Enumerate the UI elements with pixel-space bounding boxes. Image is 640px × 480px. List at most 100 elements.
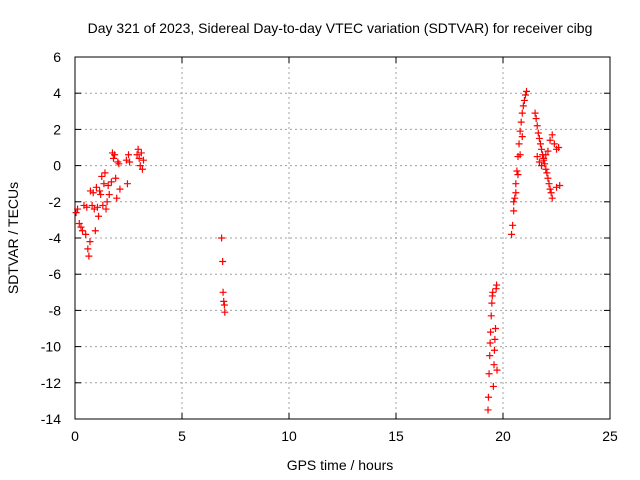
data-point	[98, 172, 106, 180]
data-point	[138, 165, 146, 173]
data-point	[86, 238, 94, 246]
chart-title: Day 321 of 2023, Sidereal Day-to-day VTE…	[88, 20, 593, 36]
data-point	[533, 122, 541, 130]
data-point	[114, 158, 122, 166]
data-point	[544, 174, 552, 182]
data-point	[545, 180, 553, 188]
data-point	[92, 183, 100, 191]
data-point	[535, 134, 543, 142]
y-tick-label: -8	[49, 302, 62, 318]
data-point	[88, 201, 96, 209]
data-point	[74, 205, 82, 213]
data-point	[97, 191, 105, 199]
data-point	[491, 335, 499, 343]
y-axis-label: SDTVAR / TECUs	[5, 182, 21, 294]
data-point	[126, 158, 134, 166]
data-point	[553, 183, 560, 191]
data-point	[523, 87, 531, 95]
data-point	[125, 151, 132, 159]
data-point	[103, 198, 111, 206]
data-point	[555, 144, 563, 151]
data-point	[556, 182, 564, 190]
data-point	[516, 127, 524, 135]
y-tick-label: -2	[49, 194, 62, 210]
y-tick-label: 2	[53, 121, 61, 137]
data-point	[531, 109, 539, 117]
data-point	[72, 209, 80, 217]
data-point	[89, 189, 97, 197]
data-point	[78, 227, 86, 235]
y-tick-label: -14	[41, 411, 61, 427]
x-tick-label: 15	[388, 428, 404, 444]
data-point	[100, 180, 108, 188]
data-point	[516, 151, 524, 159]
data-point	[489, 288, 497, 296]
data-point	[107, 178, 115, 186]
y-tick-label: -6	[49, 266, 62, 282]
data-point	[139, 156, 147, 164]
data-point	[508, 230, 516, 238]
x-tick-label: 5	[178, 428, 186, 444]
data-point	[116, 185, 124, 193]
data-point	[115, 160, 123, 168]
data-point	[134, 145, 142, 153]
data-point	[512, 189, 520, 197]
data-point	[493, 281, 501, 289]
data-point	[548, 194, 556, 202]
data-point	[538, 145, 546, 153]
data-point	[102, 205, 110, 213]
data-point	[493, 366, 501, 374]
data-point	[487, 312, 495, 320]
y-tick-label: 4	[53, 85, 61, 101]
data-point	[515, 140, 523, 148]
data-point	[110, 154, 118, 162]
data-point	[533, 153, 541, 161]
data-point	[547, 189, 555, 197]
data-point	[123, 180, 131, 188]
x-axis-label: GPS time / hours	[287, 457, 394, 473]
data-point	[220, 301, 228, 309]
data-points	[72, 87, 564, 414]
x-tick-label: 25	[602, 428, 618, 444]
data-point	[535, 158, 543, 166]
x-tick-label: 0	[71, 428, 79, 444]
data-point	[519, 102, 527, 110]
y-tick-label: 0	[53, 158, 61, 174]
data-point	[91, 227, 99, 235]
grid	[75, 57, 610, 419]
data-point	[544, 147, 552, 155]
data-point	[536, 140, 544, 148]
y-tick-label: -10	[41, 339, 61, 355]
data-point	[484, 393, 492, 401]
data-point	[104, 182, 112, 190]
data-point	[111, 151, 119, 159]
data-point	[82, 230, 90, 238]
y-tick-label: 6	[53, 49, 61, 65]
data-point	[219, 258, 227, 266]
data-point	[133, 151, 141, 159]
data-point	[85, 252, 93, 260]
x-tick-label: 20	[495, 428, 511, 444]
data-point	[83, 203, 91, 211]
data-point	[486, 352, 494, 360]
data-point	[532, 115, 540, 123]
data-point	[540, 156, 548, 164]
data-point	[218, 234, 226, 242]
data-point	[95, 212, 103, 220]
data-point	[542, 165, 550, 173]
data-point	[534, 129, 542, 137]
data-point	[221, 308, 229, 316]
data-point	[484, 406, 492, 414]
data-point	[510, 198, 518, 206]
y-tick-label: -4	[49, 230, 62, 246]
data-point	[541, 160, 549, 168]
data-point	[75, 220, 83, 228]
data-point	[485, 370, 493, 378]
data-point	[510, 207, 518, 215]
data-point	[113, 194, 121, 202]
data-point	[518, 109, 526, 117]
data-point	[548, 131, 556, 139]
data-point	[77, 223, 85, 231]
data-point	[99, 201, 107, 209]
